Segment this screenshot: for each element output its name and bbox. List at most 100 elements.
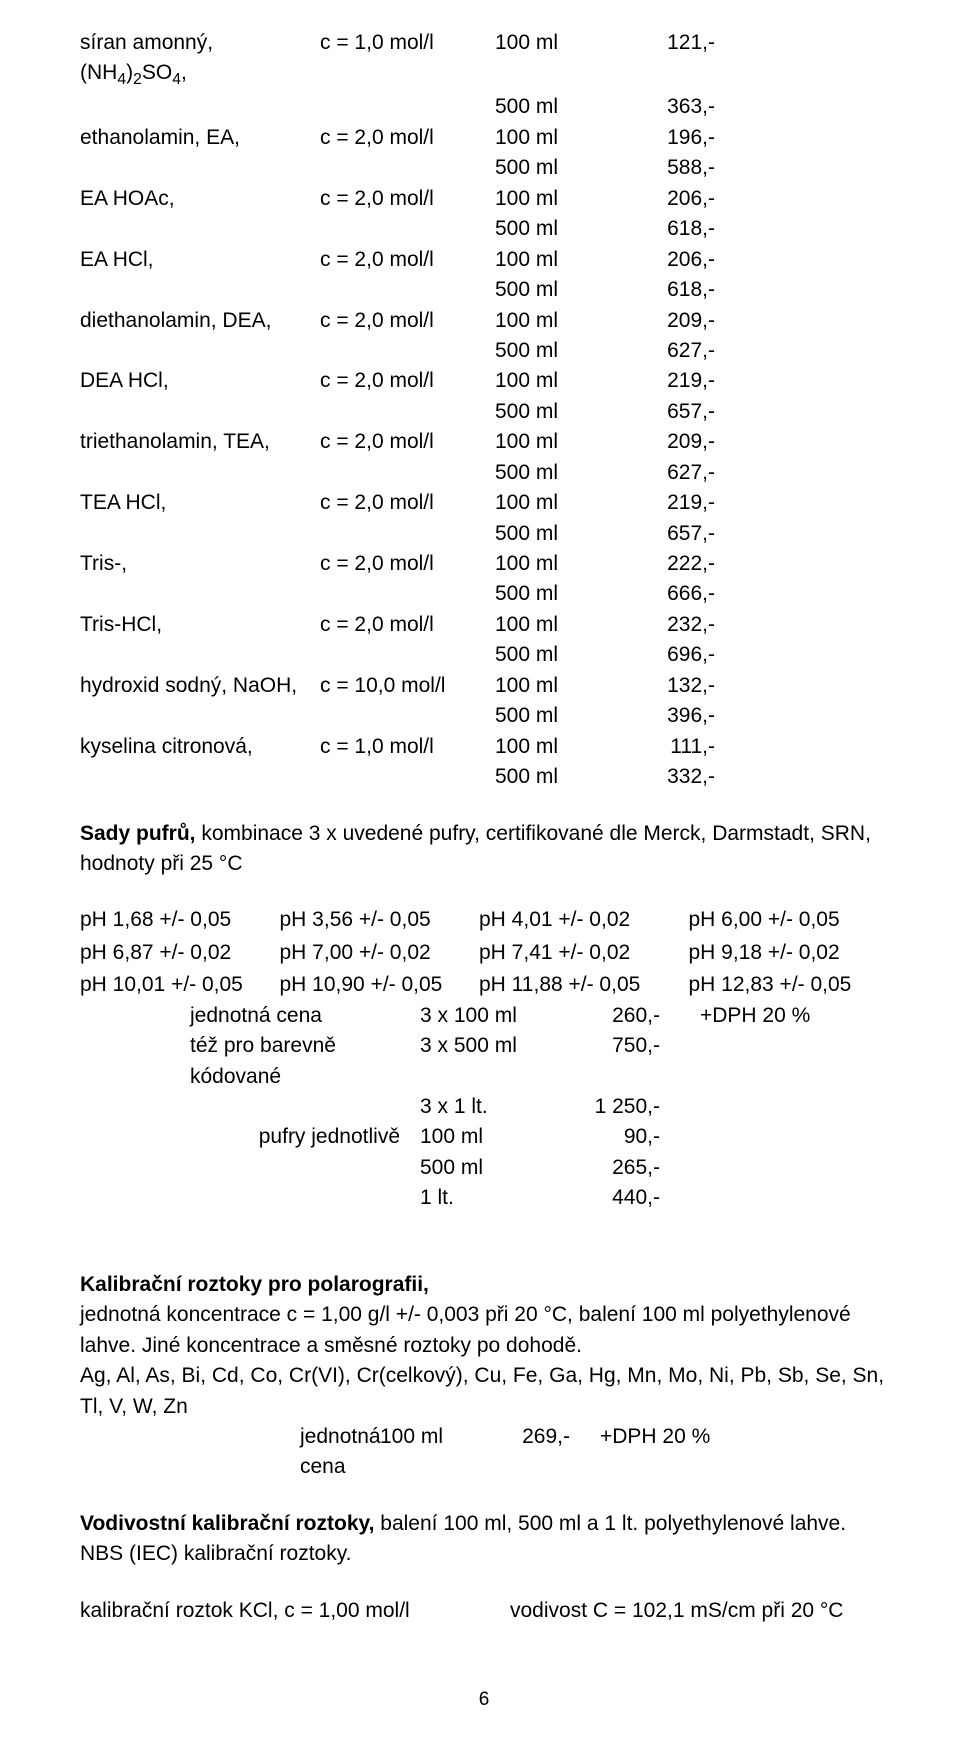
table-row: 500 ml363,- bbox=[80, 92, 888, 122]
vodiv-heading-bold: Vodivostní kalibrační roztoky, bbox=[80, 1512, 374, 1535]
sady-single-vol: 100 ml bbox=[420, 1122, 550, 1152]
chem-conc: c = 2,0 mol/l bbox=[320, 549, 495, 579]
chem-name: EA HOAc, bbox=[80, 184, 320, 214]
table-row: 500 ml627,- bbox=[80, 458, 888, 488]
ph-cell: pH 10,90 +/- 0,05 bbox=[280, 970, 480, 1000]
chem-conc: c = 2,0 mol/l bbox=[320, 610, 495, 640]
chem-conc: c = 2,0 mol/l bbox=[320, 245, 495, 275]
chem-price: 232,- bbox=[625, 610, 715, 640]
chem-price: 219,- bbox=[625, 488, 715, 518]
chem-volume: 100 ml bbox=[495, 427, 625, 457]
chem-price: 363,- bbox=[625, 92, 715, 122]
chem-price: 111,- bbox=[625, 732, 715, 762]
table-row: triethanolamin, TEA,c = 2,0 mol/l100 ml2… bbox=[80, 427, 888, 457]
table-row: EA HOAc,c = 2,0 mol/l100 ml206,- bbox=[80, 184, 888, 214]
sady-heading-bold: Sady pufrů, bbox=[80, 822, 196, 845]
ph-cell: pH 11,88 +/- 0,05 bbox=[479, 970, 688, 1000]
ph-cell: pH 6,00 +/- 0,05 bbox=[688, 905, 888, 935]
polar-price-dph: +DPH 20 % bbox=[570, 1422, 710, 1483]
table-row: EA HCl,c = 2,0 mol/l100 ml206,- bbox=[80, 245, 888, 275]
chem-price: 696,- bbox=[625, 640, 715, 670]
polar-price-value: 269,- bbox=[480, 1422, 570, 1483]
ph-cell: pH 3,56 +/- 0,05 bbox=[280, 905, 480, 935]
ph-cell: pH 10,01 +/- 0,05 bbox=[80, 970, 280, 1000]
chem-conc: c = 2,0 mol/l bbox=[320, 427, 495, 457]
table-row: 500 ml396,- bbox=[80, 701, 888, 731]
table-row: 500 ml588,- bbox=[80, 153, 888, 183]
sady-price-vol: 3 x 500 ml bbox=[420, 1031, 550, 1092]
chem-name: EA HCl, bbox=[80, 245, 320, 275]
chem-name: triethanolamin, TEA, bbox=[80, 427, 320, 457]
vodiv-line2: NBS (IEC) kalibrační roztoky. bbox=[80, 1539, 888, 1569]
kcl-row: kalibrační roztok KCl, c = 1,00 mol/l vo… bbox=[80, 1596, 888, 1626]
chem-volume: 500 ml bbox=[495, 92, 625, 122]
chem-name: kyselina citronová, bbox=[80, 732, 320, 762]
ph-cell: pH 4,01 +/- 0,02 bbox=[479, 905, 688, 935]
sady-heading: Sady pufrů, kombinace 3 x uvedené pufry,… bbox=[80, 819, 888, 880]
chem-price: 219,- bbox=[625, 366, 715, 396]
table-row: Tris-HCl,c = 2,0 mol/l100 ml232,- bbox=[80, 610, 888, 640]
table-row: TEA HCl,c = 2,0 mol/l100 ml219,- bbox=[80, 488, 888, 518]
sady-single-vol: 500 ml bbox=[420, 1153, 550, 1183]
sady-single-price: 265,- bbox=[550, 1153, 660, 1183]
chem-name: ethanolamin, EA, bbox=[80, 123, 320, 153]
polar-heading: Kalibrační roztoky pro polarografii, bbox=[80, 1270, 888, 1300]
chem-price: 657,- bbox=[625, 397, 715, 427]
polar-section: Kalibrační roztoky pro polarografii, jed… bbox=[80, 1270, 888, 1483]
polar-p1: jednotná koncentrace c = 1,00 g/l +/- 0,… bbox=[80, 1300, 888, 1361]
sady-single-label: pufry jednotlivě bbox=[80, 1122, 420, 1152]
sady-price-row: též pro barevně kódované3 x 500 ml750,- bbox=[80, 1031, 888, 1092]
chem-volume: 100 ml bbox=[495, 366, 625, 396]
table-row: 500 ml666,- bbox=[80, 579, 888, 609]
chem-price: 618,- bbox=[625, 214, 715, 244]
sady-price-label: jednotná cena bbox=[80, 1001, 420, 1031]
table-row: ethanolamin, EA,c = 2,0 mol/l100 ml196,- bbox=[80, 123, 888, 153]
chem-conc: c = 1,0 mol/l bbox=[320, 28, 495, 92]
table-row: DEA HCl,c = 2,0 mol/l100 ml219,- bbox=[80, 366, 888, 396]
chem-price: 209,- bbox=[625, 427, 715, 457]
chem-volume: 500 ml bbox=[495, 458, 625, 488]
chem-name: hydroxid sodný, NaOH, bbox=[80, 671, 320, 701]
ph-cell: pH 1,68 +/- 0,05 bbox=[80, 905, 280, 935]
ph-cell: pH 12,83 +/- 0,05 bbox=[688, 970, 888, 1000]
sady-price-value: 1 250,- bbox=[550, 1092, 660, 1122]
chem-name: DEA HCl, bbox=[80, 366, 320, 396]
sady-price-value: 750,- bbox=[550, 1031, 660, 1092]
chem-volume: 100 ml bbox=[495, 488, 625, 518]
table-row: 500 ml627,- bbox=[80, 336, 888, 366]
table-row: 500 ml657,- bbox=[80, 397, 888, 427]
table-row: 500 ml696,- bbox=[80, 640, 888, 670]
chem-volume: 500 ml bbox=[495, 762, 625, 792]
sady-price-dph: +DPH 20 % bbox=[660, 1001, 810, 1031]
chem-price: 206,- bbox=[625, 245, 715, 275]
sady-single-vol: 1 lt. bbox=[420, 1183, 550, 1213]
sady-pufru-section: Sady pufrů, kombinace 3 x uvedené pufry,… bbox=[80, 819, 888, 1214]
chem-volume: 500 ml bbox=[495, 336, 625, 366]
table-row: hydroxid sodný, NaOH,c = 10,0 mol/l100 m… bbox=[80, 671, 888, 701]
ph-row: pH 1,68 +/- 0,05pH 3,56 +/- 0,05pH 4,01 … bbox=[80, 905, 888, 935]
ph-cell: pH 7,41 +/- 0,02 bbox=[479, 938, 688, 968]
sady-price-vol: 3 x 100 ml bbox=[420, 1001, 550, 1031]
sady-heading-rest: kombinace 3 x uvedené pufry, certifikova… bbox=[80, 822, 871, 875]
sady-single-row: pufry jednotlivě100 ml90,- bbox=[80, 1122, 888, 1152]
chem-conc: c = 2,0 mol/l bbox=[320, 184, 495, 214]
sady-single-row: 1 lt.440,- bbox=[80, 1183, 888, 1213]
kcl-left: kalibrační roztok KCl, c = 1,00 mol/l bbox=[80, 1596, 510, 1626]
chem-conc: c = 2,0 mol/l bbox=[320, 366, 495, 396]
sady-single-label bbox=[80, 1153, 420, 1183]
table-row: síran amonný, (NH4)2SO4,c = 1,0 mol/l100… bbox=[80, 28, 888, 92]
ph-cell: pH 7,00 +/- 0,02 bbox=[280, 938, 480, 968]
page-number: 6 bbox=[80, 1686, 888, 1714]
chemical-price-table: síran amonný, (NH4)2SO4,c = 1,0 mol/l100… bbox=[80, 28, 888, 793]
chem-price: 196,- bbox=[625, 123, 715, 153]
polar-p2: Ag, Al, As, Bi, Cd, Co, Cr(VI), Cr(celko… bbox=[80, 1361, 888, 1422]
polar-price-vol: 100 ml bbox=[380, 1422, 480, 1483]
table-row: diethanolamin, DEA,c = 2,0 mol/l100 ml20… bbox=[80, 306, 888, 336]
chem-name: diethanolamin, DEA, bbox=[80, 306, 320, 336]
chem-conc: c = 2,0 mol/l bbox=[320, 306, 495, 336]
chem-price: 222,- bbox=[625, 549, 715, 579]
ph-cell: pH 9,18 +/- 0,02 bbox=[688, 938, 888, 968]
sady-price-label: též pro barevně kódované bbox=[80, 1031, 420, 1092]
sady-single-row: 500 ml265,- bbox=[80, 1153, 888, 1183]
chem-price: 121,- bbox=[625, 28, 715, 92]
